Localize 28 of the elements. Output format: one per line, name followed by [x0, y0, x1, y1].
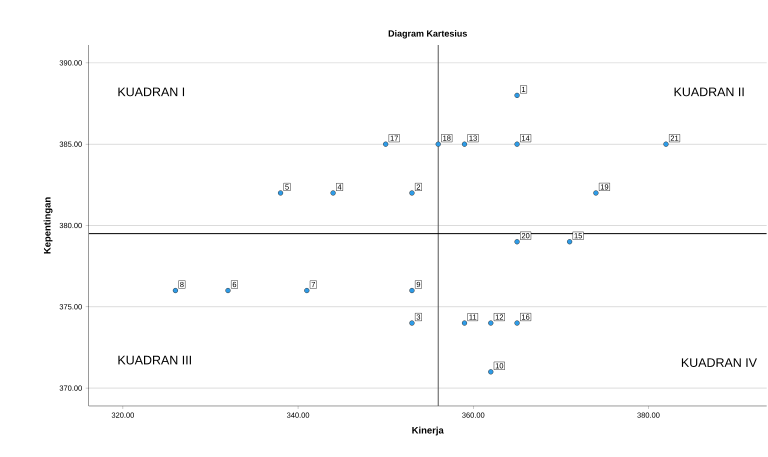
point — [330, 190, 336, 196]
y-axis-title: Kepentingan — [44, 197, 52, 254]
point — [514, 92, 520, 98]
point — [488, 369, 494, 374]
point — [514, 142, 520, 147]
annotation: KUADRAN II — [674, 88, 744, 96]
point — [304, 288, 310, 294]
annotation: KUADRAN I — [118, 88, 184, 96]
annotation: KUADRAN III — [118, 356, 191, 364]
point — [436, 142, 441, 147]
x-axis-title: Kinerja — [412, 426, 444, 436]
point — [593, 190, 599, 196]
point — [225, 288, 231, 294]
point — [514, 239, 520, 244]
point — [383, 142, 388, 147]
point — [409, 190, 415, 196]
point — [514, 320, 520, 326]
point — [462, 320, 468, 326]
point — [172, 288, 178, 294]
point — [409, 320, 415, 326]
annotation: KUADRAN IV — [682, 358, 757, 368]
point — [278, 190, 284, 196]
point — [488, 320, 494, 326]
point — [409, 288, 415, 294]
point — [566, 239, 572, 244]
point — [462, 142, 468, 147]
chart-title: Diagram Kartesius — [388, 30, 467, 38]
point — [663, 142, 669, 147]
